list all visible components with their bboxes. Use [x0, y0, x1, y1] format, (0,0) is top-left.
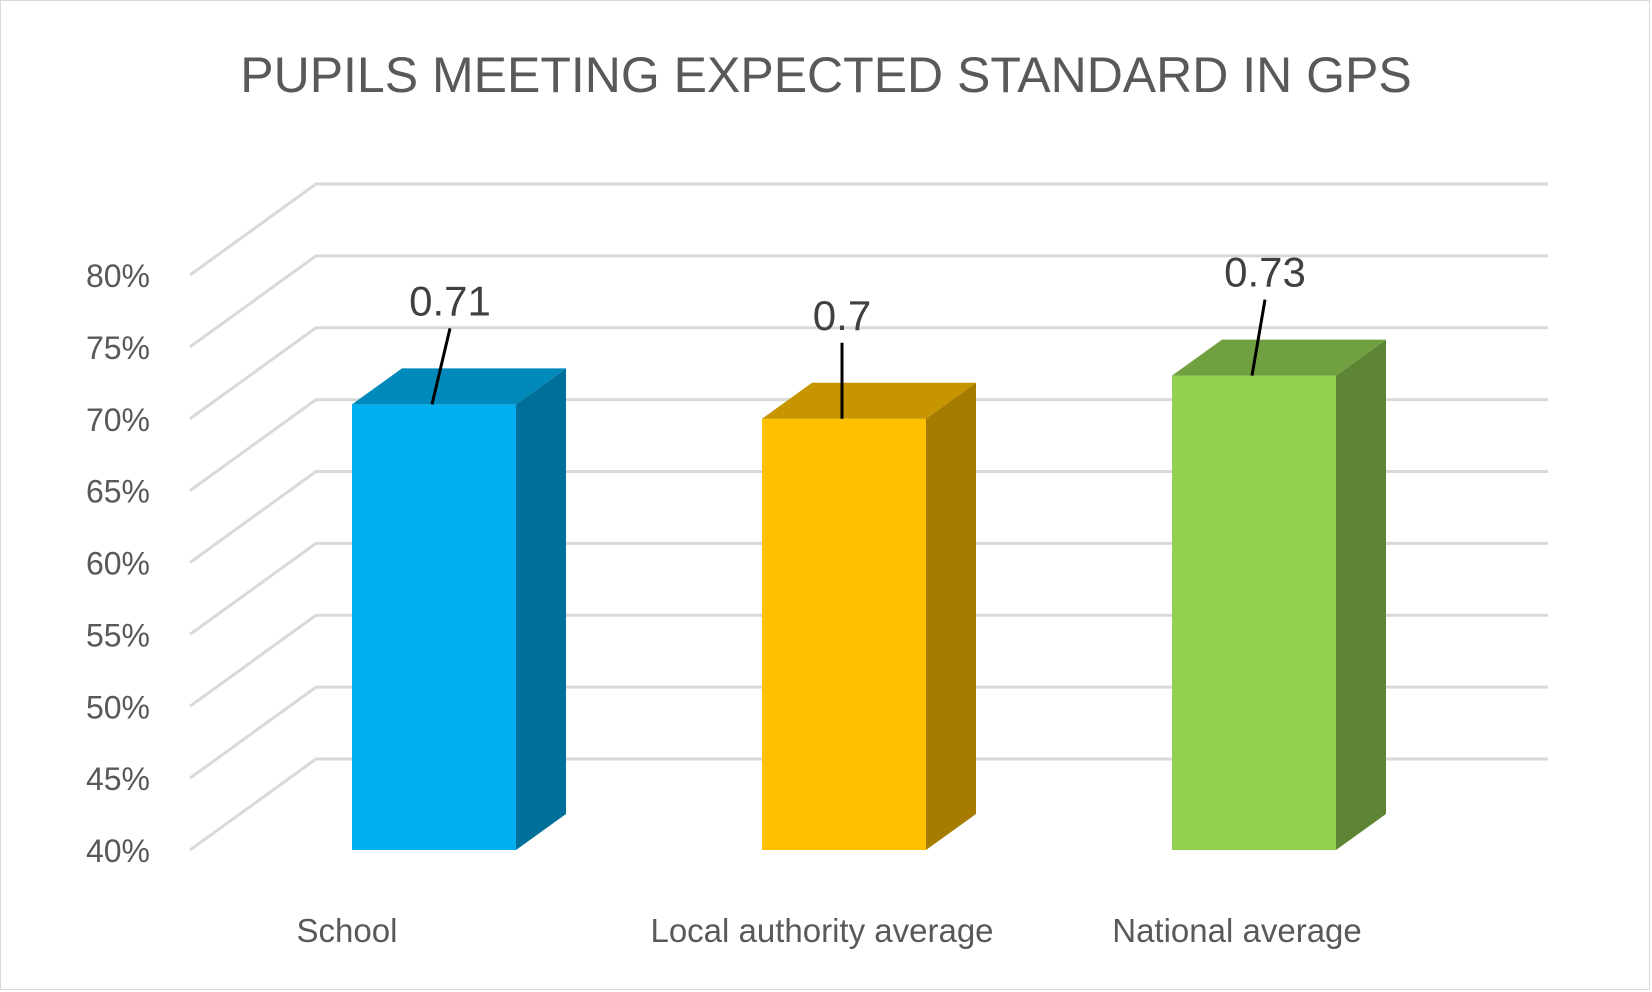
bar-front [762, 418, 926, 850]
gridline [189, 757, 1548, 852]
gridline [189, 398, 1548, 492]
data-label: 0.71 [409, 277, 491, 324]
category-label: National average [1112, 912, 1362, 949]
gridline [189, 613, 1548, 708]
gridline [189, 470, 1548, 564]
bar-side [926, 382, 976, 850]
bar-top [762, 382, 976, 419]
bar-front [352, 404, 516, 850]
bars: 0.71 0.7 0.73 [352, 249, 1386, 850]
data-label: 0.7 [813, 292, 871, 339]
gridline [189, 182, 1548, 277]
bar-side [1336, 339, 1386, 850]
leader-line [1250, 299, 1267, 376]
y-tick-label: 70% [86, 402, 150, 438]
bar-top [1172, 339, 1386, 376]
gridline [189, 326, 1548, 420]
chart-title: PUPILS MEETING EXPECTED STANDARD IN GPS [240, 47, 1412, 103]
gridline [189, 685, 1548, 780]
bar-side [516, 368, 566, 850]
y-tick-label: 75% [86, 330, 150, 366]
x-axis-category-labels: School Local authority average National av… [297, 912, 1362, 949]
y-tick-label: 45% [86, 761, 150, 797]
y-axis-tick-labels: 40% 45% 50% 55% 60% 65% 70% 75% 80% [86, 258, 150, 869]
y-tick-label: 40% [86, 833, 150, 869]
gridline [189, 541, 1548, 636]
category-label: Local authority average [650, 912, 993, 949]
bar-front [1172, 375, 1336, 850]
y-tick-label: 50% [86, 689, 150, 725]
gridline [189, 254, 1548, 349]
bar-3: 0.73 [1172, 249, 1386, 850]
y-tick-label: 55% [86, 617, 150, 653]
y-tick-label: 80% [86, 258, 150, 294]
leader-line [430, 328, 452, 405]
bar-1: 0.71 [352, 277, 566, 850]
category-label: School [297, 912, 398, 949]
y-tick-label: 60% [86, 546, 150, 582]
y-tick-label: 65% [86, 474, 150, 510]
data-label: 0.73 [1224, 249, 1306, 296]
gridlines [189, 182, 1548, 852]
bar-top [352, 368, 566, 405]
bar-2: 0.7 [762, 292, 976, 850]
